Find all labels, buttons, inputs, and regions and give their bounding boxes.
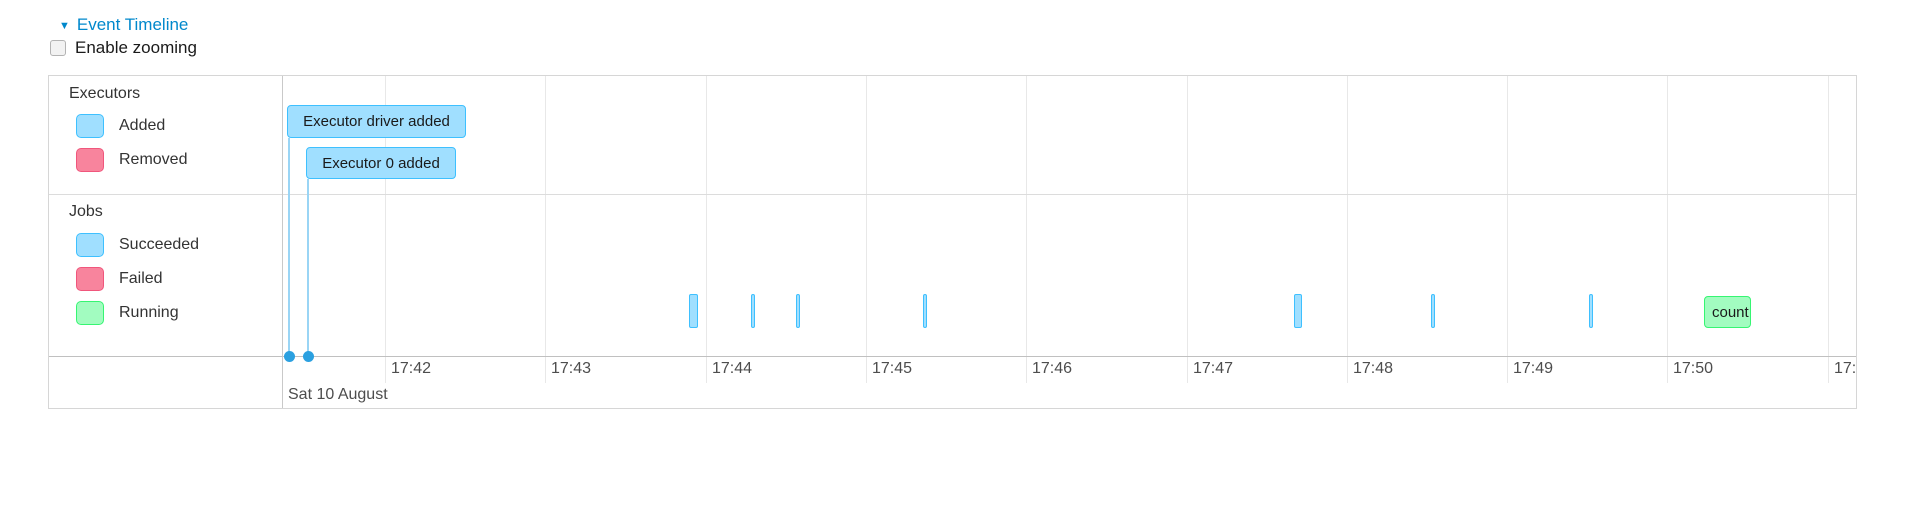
gridline (706, 76, 707, 356)
enable-zooming-label: Enable zooming (75, 38, 197, 57)
axis-tick-label: 17:43 (551, 360, 592, 377)
legend-swatch-removed (76, 148, 104, 172)
gridline (1507, 76, 1508, 356)
legend-item-running: Running (76, 301, 179, 325)
axis-tick-label: 17:48 (1353, 360, 1394, 377)
gridline-stub (1507, 356, 1508, 383)
job-event-tick[interactable] (1589, 294, 1593, 328)
axis-tick-label: 17:50 (1673, 360, 1714, 377)
event-stem-line (307, 179, 309, 356)
axis-tick-label: 17:42 (391, 360, 432, 377)
legend-label-added: Added (119, 117, 166, 134)
legend-label-removed: Removed (119, 151, 188, 168)
axis-date-label: Sat 10 August (288, 386, 388, 403)
gridline-stub (1026, 356, 1027, 383)
gridline (1667, 76, 1668, 356)
gridline-stub (385, 356, 386, 383)
gridline (866, 76, 867, 356)
enable-zooming-control[interactable]: Enable zooming (50, 38, 197, 58)
running-job-box[interactable]: count (1704, 296, 1751, 328)
legend-item-succeeded: Succeeded (76, 233, 199, 257)
axis-tick-label: 17:51 (1834, 360, 1857, 377)
axis-tick-label: 17:47 (1193, 360, 1234, 377)
legend-column-divider (282, 76, 283, 408)
gridline (1187, 76, 1188, 356)
legend-item-failed: Failed (76, 267, 163, 291)
gridline (1347, 76, 1348, 356)
event-dot (284, 351, 295, 362)
legend-label-failed: Failed (119, 270, 163, 287)
legend-swatch-succeeded (76, 233, 104, 257)
event-timeline-title: Event Timeline (76, 15, 189, 34)
job-event-tick[interactable] (751, 294, 755, 328)
enable-zooming-checkbox[interactable] (50, 40, 66, 56)
legend-swatch-failed (76, 267, 104, 291)
gridline (545, 76, 546, 356)
gridline-stub (1187, 356, 1188, 383)
lane-divider (49, 194, 1856, 195)
legend-swatch-running (76, 301, 104, 325)
axis-tick-label: 17:49 (1513, 360, 1554, 377)
gridline (1828, 76, 1829, 356)
executor-event-box[interactable]: Executor 0 added (306, 147, 456, 179)
legend-label-succeeded: Succeeded (119, 236, 200, 253)
jobs-lane-title: Jobs (69, 203, 103, 220)
gridline-stub (866, 356, 867, 383)
legend-label-running: Running (119, 304, 179, 321)
event-dot (303, 351, 314, 362)
job-event-tick[interactable] (1431, 294, 1435, 328)
event-stem-line (288, 138, 290, 356)
gridline-stub (1828, 356, 1829, 383)
time-axis-line (49, 356, 1856, 357)
collapse-arrow-icon: ▼ (59, 19, 70, 32)
gridline-stub (1347, 356, 1348, 383)
executors-lane-title: Executors (69, 85, 141, 102)
job-event-tick[interactable] (796, 294, 800, 328)
legend-item-added: Added (76, 114, 165, 138)
job-event-tick[interactable] (923, 294, 927, 328)
legend-item-removed: Removed (76, 148, 187, 172)
axis-tick-label: 17:46 (1032, 360, 1073, 377)
event-timeline-toggle[interactable]: ▼ Event Timeline (59, 15, 188, 35)
gridline (1026, 76, 1027, 356)
gridline-stub (1667, 356, 1668, 383)
timeline-chart: 17:42 17:43 17:44 17:45 17:46 17:47 17:48 17:49… (48, 75, 1857, 409)
legend-swatch-added (76, 114, 104, 138)
gridline-stub (706, 356, 707, 383)
job-event-tick[interactable] (1294, 294, 1302, 328)
executor-event-box[interactable]: Executor driver added (287, 105, 466, 138)
axis-tick-label: 17:44 (712, 360, 753, 377)
axis-tick-label: 17:45 (872, 360, 913, 377)
gridline-stub (545, 356, 546, 383)
gridline (385, 76, 386, 356)
job-event-tick[interactable] (689, 294, 698, 328)
